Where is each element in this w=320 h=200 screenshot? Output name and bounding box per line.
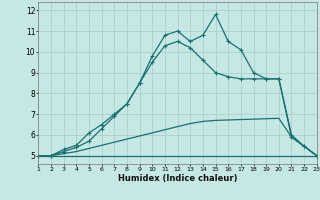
X-axis label: Humidex (Indice chaleur): Humidex (Indice chaleur)	[118, 174, 237, 183]
